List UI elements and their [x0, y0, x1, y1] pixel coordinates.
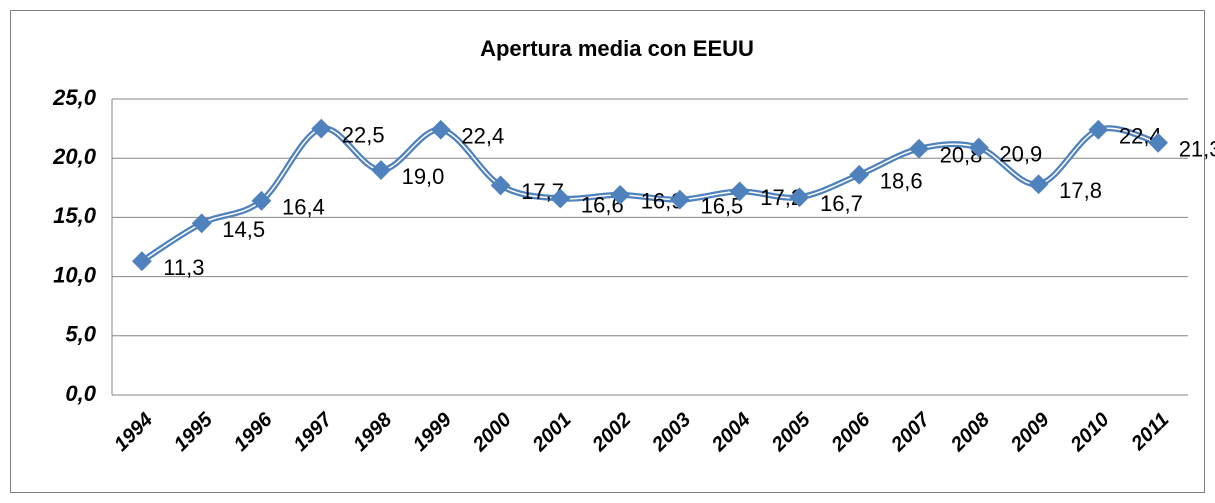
data-label: 18,6 — [880, 169, 923, 194]
marker — [251, 190, 272, 211]
y-tick-label: 0,0 — [65, 381, 96, 406]
data-label: 16,4 — [282, 195, 325, 220]
data-label: 17,8 — [1059, 178, 1102, 203]
y-tick-label: 10,0 — [53, 262, 97, 287]
y-tick-label: 25,0 — [52, 85, 97, 110]
marker — [131, 251, 152, 272]
data-label: 11,3 — [163, 255, 204, 280]
marker — [191, 213, 212, 234]
marker — [1148, 132, 1169, 153]
data-label: 16,7 — [820, 191, 863, 216]
chart-title: Apertura media con EEUU — [480, 36, 754, 61]
y-tick-label: 20,0 — [52, 144, 97, 169]
data-label: 14,5 — [222, 217, 265, 242]
marker — [371, 160, 391, 180]
data-label: 21,3 — [1179, 137, 1215, 162]
chart-border — [10, 10, 1205, 493]
data-label: 22,4 — [461, 124, 504, 149]
marker — [490, 175, 511, 196]
line-highlight — [141, 127, 1159, 262]
y-tick-label: 15,0 — [53, 203, 97, 228]
data-label: 19,0 — [402, 164, 445, 189]
data-label: 20,9 — [999, 141, 1042, 166]
marker — [1088, 119, 1109, 140]
marker — [1028, 174, 1049, 195]
marker — [430, 119, 451, 140]
data-label: 22,5 — [342, 122, 385, 147]
y-tick-label: 5,0 — [65, 322, 96, 347]
